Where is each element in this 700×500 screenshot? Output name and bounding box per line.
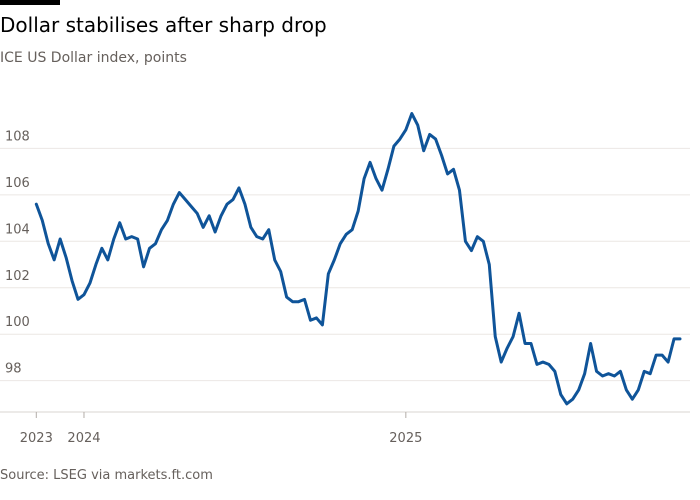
x-tick-label: 2023 bbox=[20, 431, 53, 446]
y-tick-label: 106 bbox=[5, 176, 30, 191]
brand-bar bbox=[0, 0, 60, 5]
chart-title: Dollar stabilises after sharp drop bbox=[0, 13, 327, 37]
y-tick-label: 100 bbox=[5, 315, 30, 330]
y-tick-label: 98 bbox=[5, 362, 22, 377]
chart-subtitle: ICE US Dollar index, points bbox=[0, 50, 187, 66]
x-tick-label: 2025 bbox=[389, 431, 422, 446]
x-tick-label: 2024 bbox=[67, 431, 100, 446]
y-tick-label: 108 bbox=[5, 129, 30, 144]
series-line bbox=[34, 112, 682, 406]
source: Source: LSEG via markets.ft.com bbox=[0, 468, 213, 483]
y-tick-label: 104 bbox=[5, 222, 30, 237]
y-tick-label: 102 bbox=[5, 269, 30, 284]
